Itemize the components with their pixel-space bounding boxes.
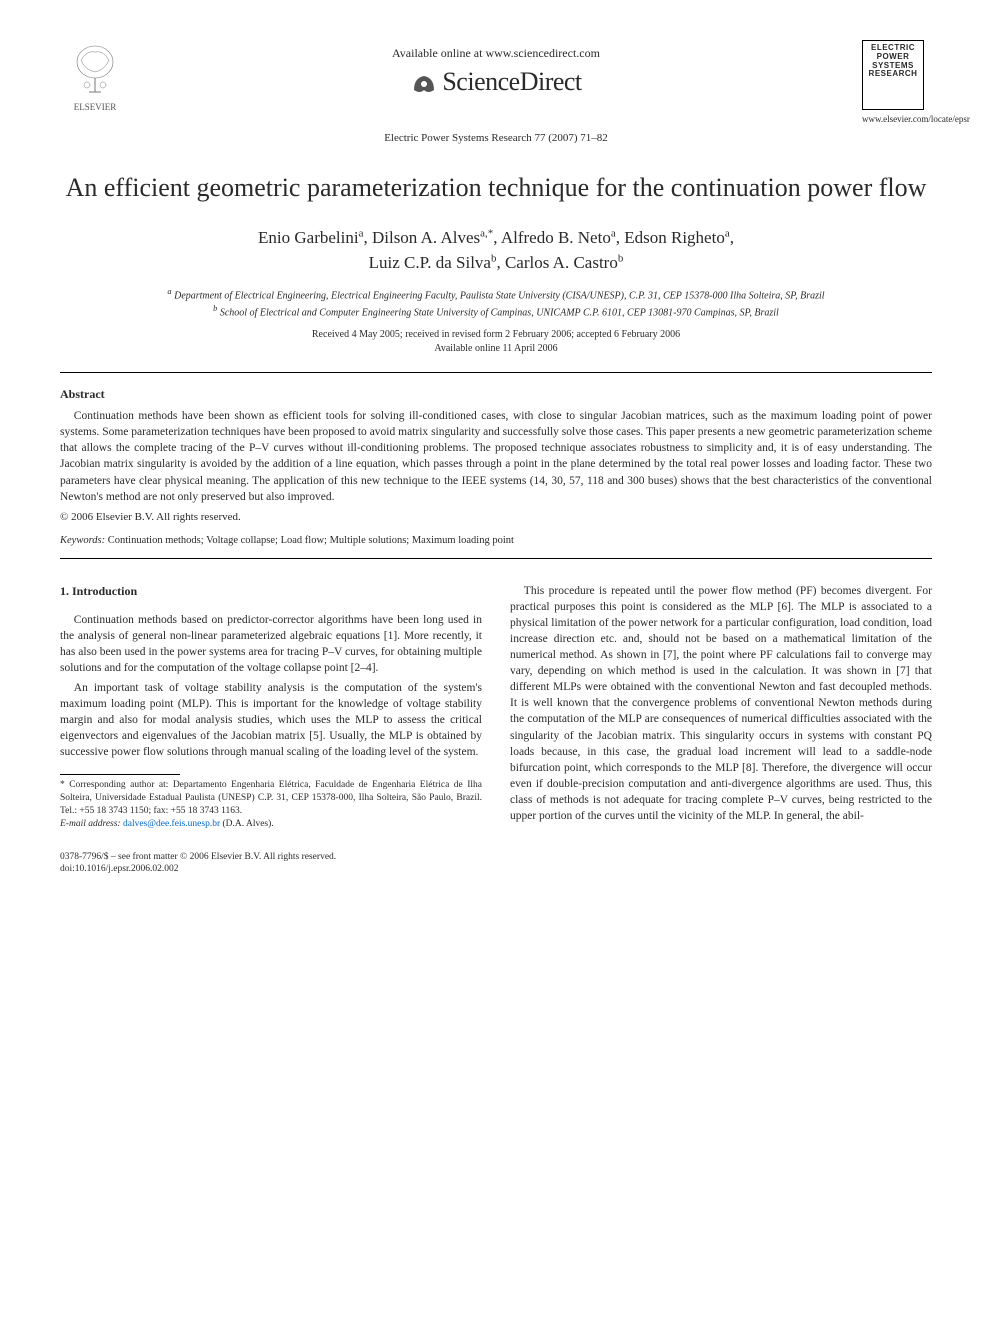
footnote-separator	[60, 774, 180, 775]
availability-block: Available online at www.sciencedirect.co…	[130, 40, 862, 98]
intro-para-1: Continuation methods based on predictor-…	[60, 612, 482, 676]
affiliation-b: b School of Electrical and Computer Engi…	[60, 303, 932, 320]
journal-cover-box: ELECTRIC POWER SYSTEMS RESEARCH	[862, 40, 924, 110]
keywords-line: Keywords: Continuation methods; Voltage …	[60, 535, 932, 546]
footer-publication-info: 0378-7796/$ – see front matter © 2006 El…	[60, 851, 482, 877]
issn-line: 0378-7796/$ – see front matter © 2006 El…	[60, 851, 482, 864]
available-online-text: Available online at www.sciencedirect.co…	[130, 46, 862, 61]
publisher-name: ELSEVIER	[60, 102, 130, 112]
affiliation-a: a Department of Electrical Engineering, …	[60, 286, 932, 303]
sciencedirect-logo: ScienceDirect	[130, 67, 862, 98]
online-date: Available online 11 April 2006	[60, 342, 932, 356]
keywords-label: Keywords:	[60, 535, 105, 546]
footnotes: * Corresponding author at: Departamento …	[60, 779, 482, 830]
article-body: 1. Introduction Continuation methods bas…	[60, 583, 932, 877]
author-email[interactable]: dalves@dee.feis.unesp.br	[123, 819, 220, 829]
sciencedirect-mark-icon	[410, 70, 438, 98]
author: Alfredo B. Netoa	[501, 228, 616, 247]
rule-above-abstract	[60, 372, 932, 373]
section-1-heading: 1. Introduction	[60, 583, 482, 600]
received-dates: Received 4 May 2005; received in revised…	[60, 328, 932, 342]
author: Carlos A. Castrob	[505, 253, 623, 272]
publisher-logo: ELSEVIER	[60, 40, 130, 112]
cover-line: RESEARCH	[866, 70, 920, 79]
journal-cover: ELECTRIC POWER SYSTEMS RESEARCH www.else…	[862, 40, 932, 124]
copyright-line: © 2006 Elsevier B.V. All rights reserved…	[60, 511, 932, 523]
author: Edson Righetoa	[624, 228, 729, 247]
intro-para-2: An important task of voltage stability a…	[60, 680, 482, 760]
affiliations: a Department of Electrical Engineering, …	[60, 286, 932, 321]
journal-header: ELSEVIER Available online at www.science…	[60, 40, 932, 124]
author: Enio Garbelinia	[258, 228, 363, 247]
corresponding-author-note: * Corresponding author at: Departamento …	[60, 779, 482, 817]
sciencedirect-wordmark: ScienceDirect	[442, 67, 581, 96]
email-line: E-mail address: dalves@dee.feis.unesp.br…	[60, 818, 482, 831]
article-dates: Received 4 May 2005; received in revised…	[60, 328, 932, 356]
author: Luiz C.P. da Silvab	[369, 253, 497, 272]
rule-below-keywords	[60, 558, 932, 559]
intro-para-3: This procedure is repeated until the pow…	[510, 583, 932, 824]
author: Dilson A. Alvesa,*	[372, 228, 493, 247]
journal-url: www.elsevier.com/locate/epsr	[862, 114, 932, 124]
doi-line: doi:10.1016/j.epsr.2006.02.002	[60, 863, 482, 876]
article-title: An efficient geometric parameterization …	[60, 172, 932, 205]
abstract-text: Continuation methods have been shown as …	[60, 408, 932, 505]
email-label: E-mail address:	[60, 819, 121, 829]
author-list: Enio Garbelinia, Dilson A. Alvesa,*, Alf…	[60, 225, 932, 276]
keywords-values: Continuation methods; Voltage collapse; …	[108, 535, 514, 546]
abstract-heading: Abstract	[60, 387, 932, 402]
journal-citation: Electric Power Systems Research 77 (2007…	[60, 132, 932, 144]
email-person: (D.A. Alves).	[222, 819, 273, 829]
elsevier-tree-icon	[65, 40, 125, 100]
